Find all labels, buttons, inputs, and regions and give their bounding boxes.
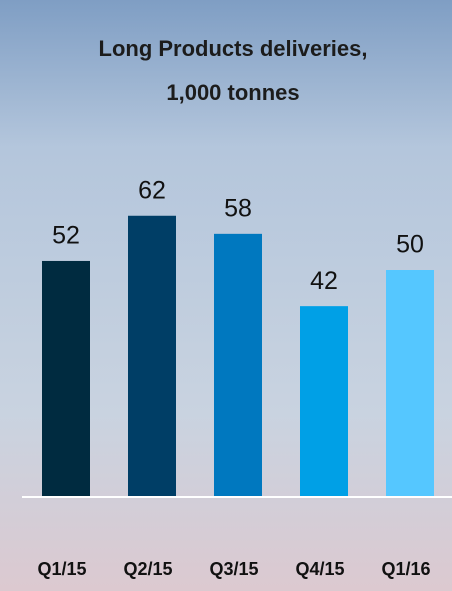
x-tick-label: Q2/15 bbox=[123, 559, 172, 579]
x-tick-label: Q1/15 bbox=[37, 559, 86, 579]
value-label: 50 bbox=[396, 231, 424, 259]
bar bbox=[300, 306, 348, 496]
value-label: 62 bbox=[138, 176, 166, 204]
bar bbox=[214, 233, 262, 496]
bar bbox=[128, 215, 176, 496]
x-tick-label: Q3/15 bbox=[209, 559, 258, 579]
value-label: 52 bbox=[52, 222, 80, 250]
value-label: 42 bbox=[310, 267, 338, 295]
x-tick-label: Q4/15 bbox=[295, 559, 344, 579]
bar bbox=[386, 270, 434, 496]
x-tick-label: Q1/16 bbox=[381, 559, 430, 579]
bar bbox=[42, 260, 90, 496]
value-label: 58 bbox=[224, 194, 252, 222]
chart-subtitle: 1,000 tonnes bbox=[166, 80, 299, 105]
chart-title: Long Products deliveries, bbox=[99, 36, 368, 61]
